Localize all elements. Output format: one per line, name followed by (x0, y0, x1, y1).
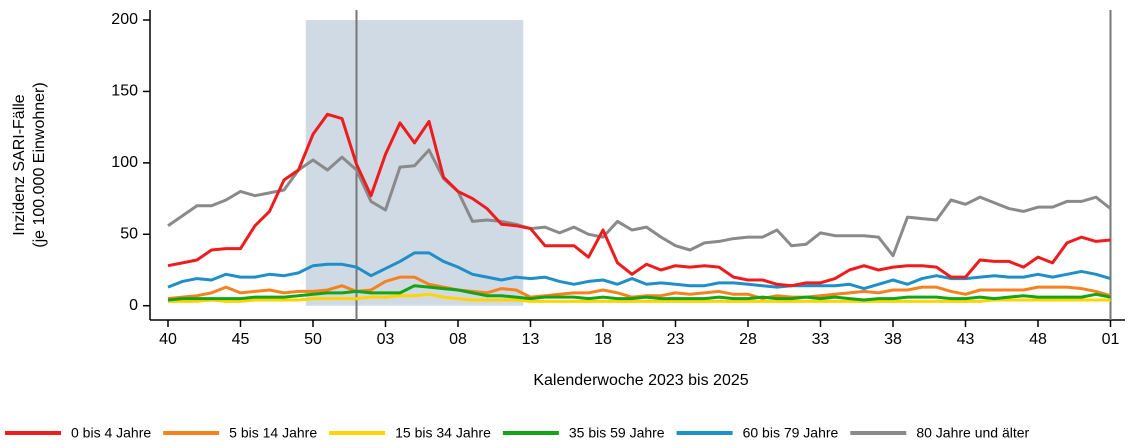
shaded-period (305, 20, 524, 306)
y-tick-label: 150 (111, 83, 138, 100)
y-tick-label: 50 (120, 226, 138, 243)
x-tick-label: 03 (377, 331, 395, 348)
y-axis-label-line: (je 100.000 Einwohner) (31, 82, 48, 247)
y-axis-label: Inzidenz SARI-Fälle (je 100.000 Einwohne… (11, 82, 48, 247)
series-line (168, 292, 1111, 303)
series-line (167, 112, 1111, 288)
x-tick-label: 43 (957, 331, 975, 348)
y-tick-label: 200 (111, 11, 138, 28)
y-tick-label: 100 (111, 154, 138, 171)
y-tick-label: 0 (129, 297, 138, 314)
legend-label: 80 Jahre und älter (916, 425, 1029, 441)
x-tick-label: 40 (159, 331, 177, 348)
legend-label: 60 bis 79 Jahre (743, 425, 839, 441)
x-tick-label: 50 (304, 331, 322, 348)
legend-label: 5 bis 14 Jahre (229, 425, 317, 441)
x-tick-label: 33 (812, 331, 830, 348)
x-tick-label: 45 (232, 331, 250, 348)
x-tick-label: 28 (739, 331, 757, 348)
x-tick-label: 13 (522, 331, 540, 348)
x-axis-label: Kalenderwoche 2023 bis 2025 (533, 372, 748, 389)
x-tick-label: 48 (1029, 331, 1047, 348)
x-tick-label: 18 (594, 331, 612, 348)
y-axis-label-line: Inzidenz SARI-Fälle (11, 94, 28, 235)
x-tick-label: 01 (1102, 331, 1120, 348)
x-tick-label: 08 (449, 331, 467, 348)
legend-label: 35 bis 59 Jahre (569, 425, 665, 441)
x-tick-label: 23 (667, 331, 685, 348)
legend-label: 0 bis 4 Jahre (71, 425, 151, 441)
series-line (167, 148, 1112, 258)
series-line (167, 284, 1111, 302)
legend-label: 15 bis 34 Jahre (395, 425, 491, 441)
x-tick-label: 38 (884, 331, 902, 348)
